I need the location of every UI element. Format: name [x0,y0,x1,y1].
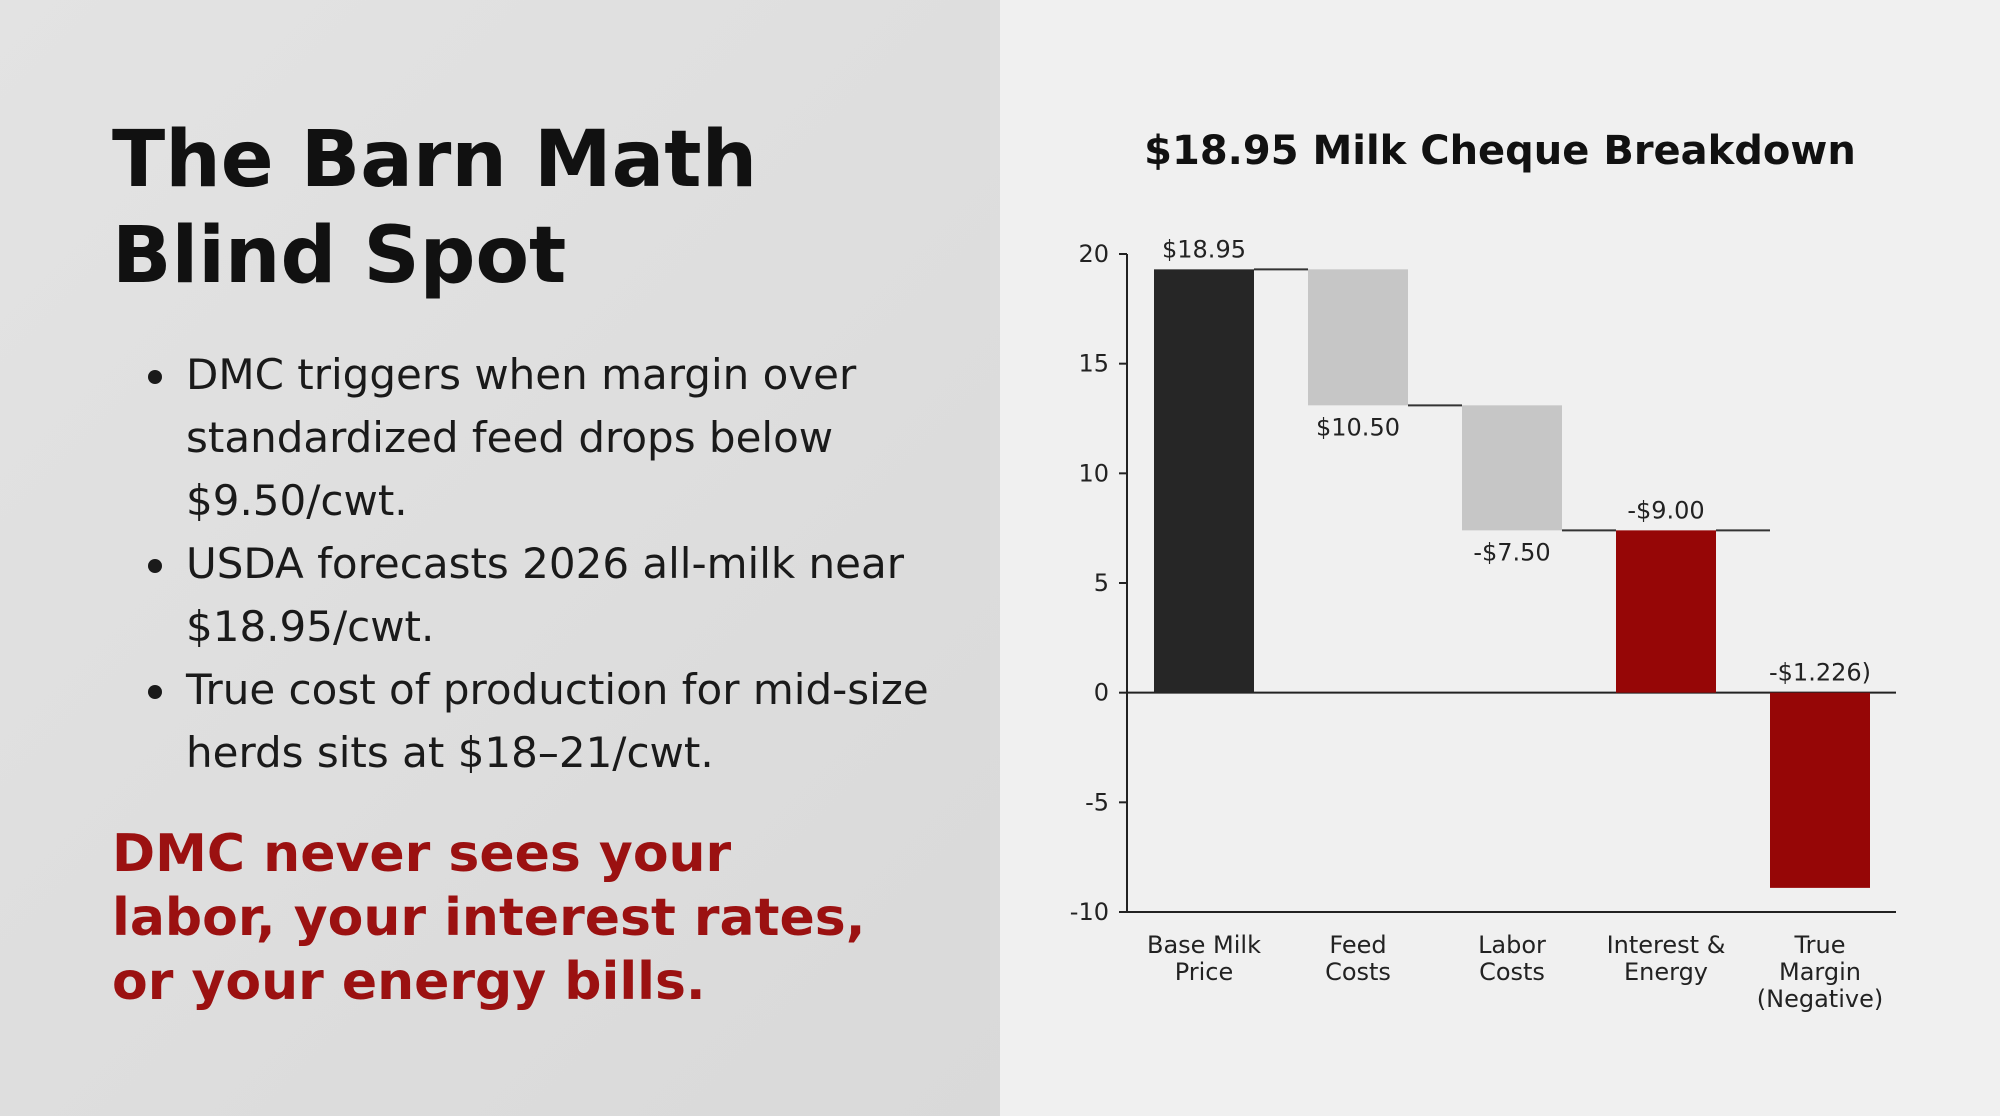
left-panel [0,0,1000,1116]
callout-line: DMC never sees your [112,824,732,884]
data-label: -$9.00 [1627,496,1704,524]
data-label: -$1.226) [1769,659,1871,687]
y-tick-label: 10 [1078,459,1109,487]
x-tick-label: (Negative) [1757,985,1883,1013]
x-tick-label: Margin [1779,958,1861,986]
callout-text: DMC never sees your labor, your interest… [112,822,952,1014]
y-tick-label: 20 [1078,240,1109,268]
x-tick-label: Base Milk [1147,931,1261,959]
waterfall-bar [1308,269,1408,406]
slide-title-line: Blind Spot [112,211,567,301]
slide-title-line: The Barn Math [112,115,758,205]
y-tick-label: 0 [1094,679,1109,707]
x-tick-label: Costs [1479,958,1545,986]
callout-line: labor, your interest rates, [112,888,866,948]
y-tick-label: -5 [1085,788,1109,816]
x-tick-label: True [1794,931,1846,959]
x-tick-label: Energy [1624,958,1708,986]
x-tick-label: Feed [1329,931,1386,959]
x-tick-label: Labor [1478,931,1546,959]
waterfall-bar [1462,405,1562,531]
x-tick-label: Interest & [1607,931,1726,959]
bullet-item: DMC triggers when margin over standardiz… [145,343,945,532]
waterfall-bar [1616,530,1716,693]
data-label: $10.50 [1316,413,1400,441]
bullet-item: USDA forecasts 2026 all-milk near $18.95… [145,532,945,658]
y-tick-label: -10 [1070,898,1109,926]
y-tick-label: 5 [1094,569,1109,597]
y-tick-label: 15 [1078,350,1109,378]
waterfall-bar [1154,269,1254,693]
x-tick-label: Costs [1325,958,1391,986]
slide-title: The Barn Math Blind Spot [112,112,757,304]
bullet-item: True cost of production for mid-size her… [145,658,945,784]
data-label: -$7.50 [1473,538,1550,566]
chart-title: $18.95 Milk Cheque Breakdown [1144,128,1856,174]
data-label: $18.95 [1162,235,1246,263]
x-tick-label: Price [1175,958,1234,986]
waterfall-chart: 20 15 10 5 0 -5 -10 $18.95 $10.50 -$7.50 -$9.00 -$1… [1070,235,1896,1013]
bullet-list: DMC triggers when margin over standardiz… [145,343,945,784]
callout-line: or your energy bills. [112,952,706,1012]
waterfall-bar [1770,692,1870,888]
